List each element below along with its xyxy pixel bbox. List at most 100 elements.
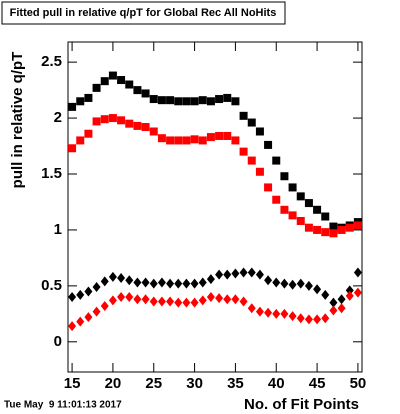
marker-diamond [321,313,330,324]
marker-diamond [100,276,109,287]
y-tick-label: 2.5 [41,53,62,70]
marker-diamond [353,267,362,278]
marker-square [255,127,264,136]
marker-diamond [174,297,183,308]
marker-diamond [76,289,85,300]
marker-diamond [296,278,305,289]
marker-diamond [272,308,281,319]
marker-square [296,192,305,201]
marker-square [125,119,134,128]
marker-diamond [272,277,281,288]
marker-square [255,167,264,176]
marker-square [321,228,330,237]
x-tick-label: 40 [268,375,285,392]
marker-square [215,131,224,140]
marker-square [117,116,126,125]
marker-square [247,156,256,165]
marker-diamond [149,278,158,289]
marker-diamond [166,296,175,307]
marker-diamond [149,296,158,307]
title-box [1,1,286,25]
marker-square [133,121,142,130]
marker-square [92,117,101,126]
marker-diamond [223,294,232,305]
marker-diamond [337,303,346,314]
marker-diamond [215,293,224,304]
marker-diamond [239,296,248,307]
marker-diamond [264,275,273,286]
marker-square [174,136,183,145]
marker-diamond [198,277,207,288]
marker-square [141,89,150,98]
marker-diamond [133,294,142,305]
marker-diamond [321,289,330,300]
marker-diamond [329,297,338,308]
marker-square [157,134,166,143]
marker-square [149,127,158,136]
marker-diamond [255,269,264,280]
marker-diamond [280,278,289,289]
marker-diamond [337,294,346,305]
marker-square [174,97,183,106]
marker-diamond [190,278,199,289]
marker-square [190,97,199,106]
y-tick-label: 0.5 [41,277,62,294]
marker-square [288,211,297,220]
marker-diamond [206,274,215,285]
marker-diamond [182,278,191,289]
marker-diamond [84,312,93,323]
marker-square [68,144,77,153]
marker-square [280,172,289,181]
marker-square [206,97,215,106]
marker-diamond [247,267,256,278]
marker-diamond [125,292,134,303]
marker-diamond [68,292,77,303]
marker-diamond [304,280,313,291]
marker-square [215,95,224,104]
marker-diamond [92,306,101,317]
marker-square [239,147,248,156]
marker-square [329,222,338,231]
marker-diamond [157,296,166,307]
marker-diamond [76,316,85,327]
marker-square [149,95,158,104]
marker-diamond [174,278,183,289]
marker-square [76,136,85,145]
marker-square [117,76,126,85]
x-tick-label: 20 [105,375,122,392]
marker-diamond [198,295,207,306]
marker-diamond [223,269,232,280]
x-tick-label: 50 [350,375,367,392]
marker-diamond [206,292,215,303]
marker-square [157,96,166,105]
marker-square [76,97,85,106]
marker-square [353,221,362,230]
marker-square [223,93,232,102]
marker-diamond [345,290,354,301]
marker-square [198,136,207,145]
marker-square [313,225,322,234]
marker-square [166,136,175,145]
y-tick-label: 1.5 [41,165,62,182]
marker-diamond [68,321,77,332]
marker-diamond [231,294,240,305]
marker-square [313,205,322,214]
marker-diamond [264,307,273,318]
marker-square [239,111,248,120]
marker-diamond [100,301,109,311]
marker-diamond [92,281,101,292]
marker-diamond [108,271,117,282]
marker-square [108,71,117,80]
marker-diamond [329,305,338,316]
marker-diamond [255,306,264,317]
marker-square [190,135,199,144]
marker-diamond [141,294,150,305]
marker-diamond [215,269,224,280]
marker-square [133,86,142,95]
marker-diamond [117,273,126,284]
marker-square [84,93,93,102]
marker-square [296,216,305,225]
marker-square [223,131,232,140]
marker-diamond [313,284,322,295]
